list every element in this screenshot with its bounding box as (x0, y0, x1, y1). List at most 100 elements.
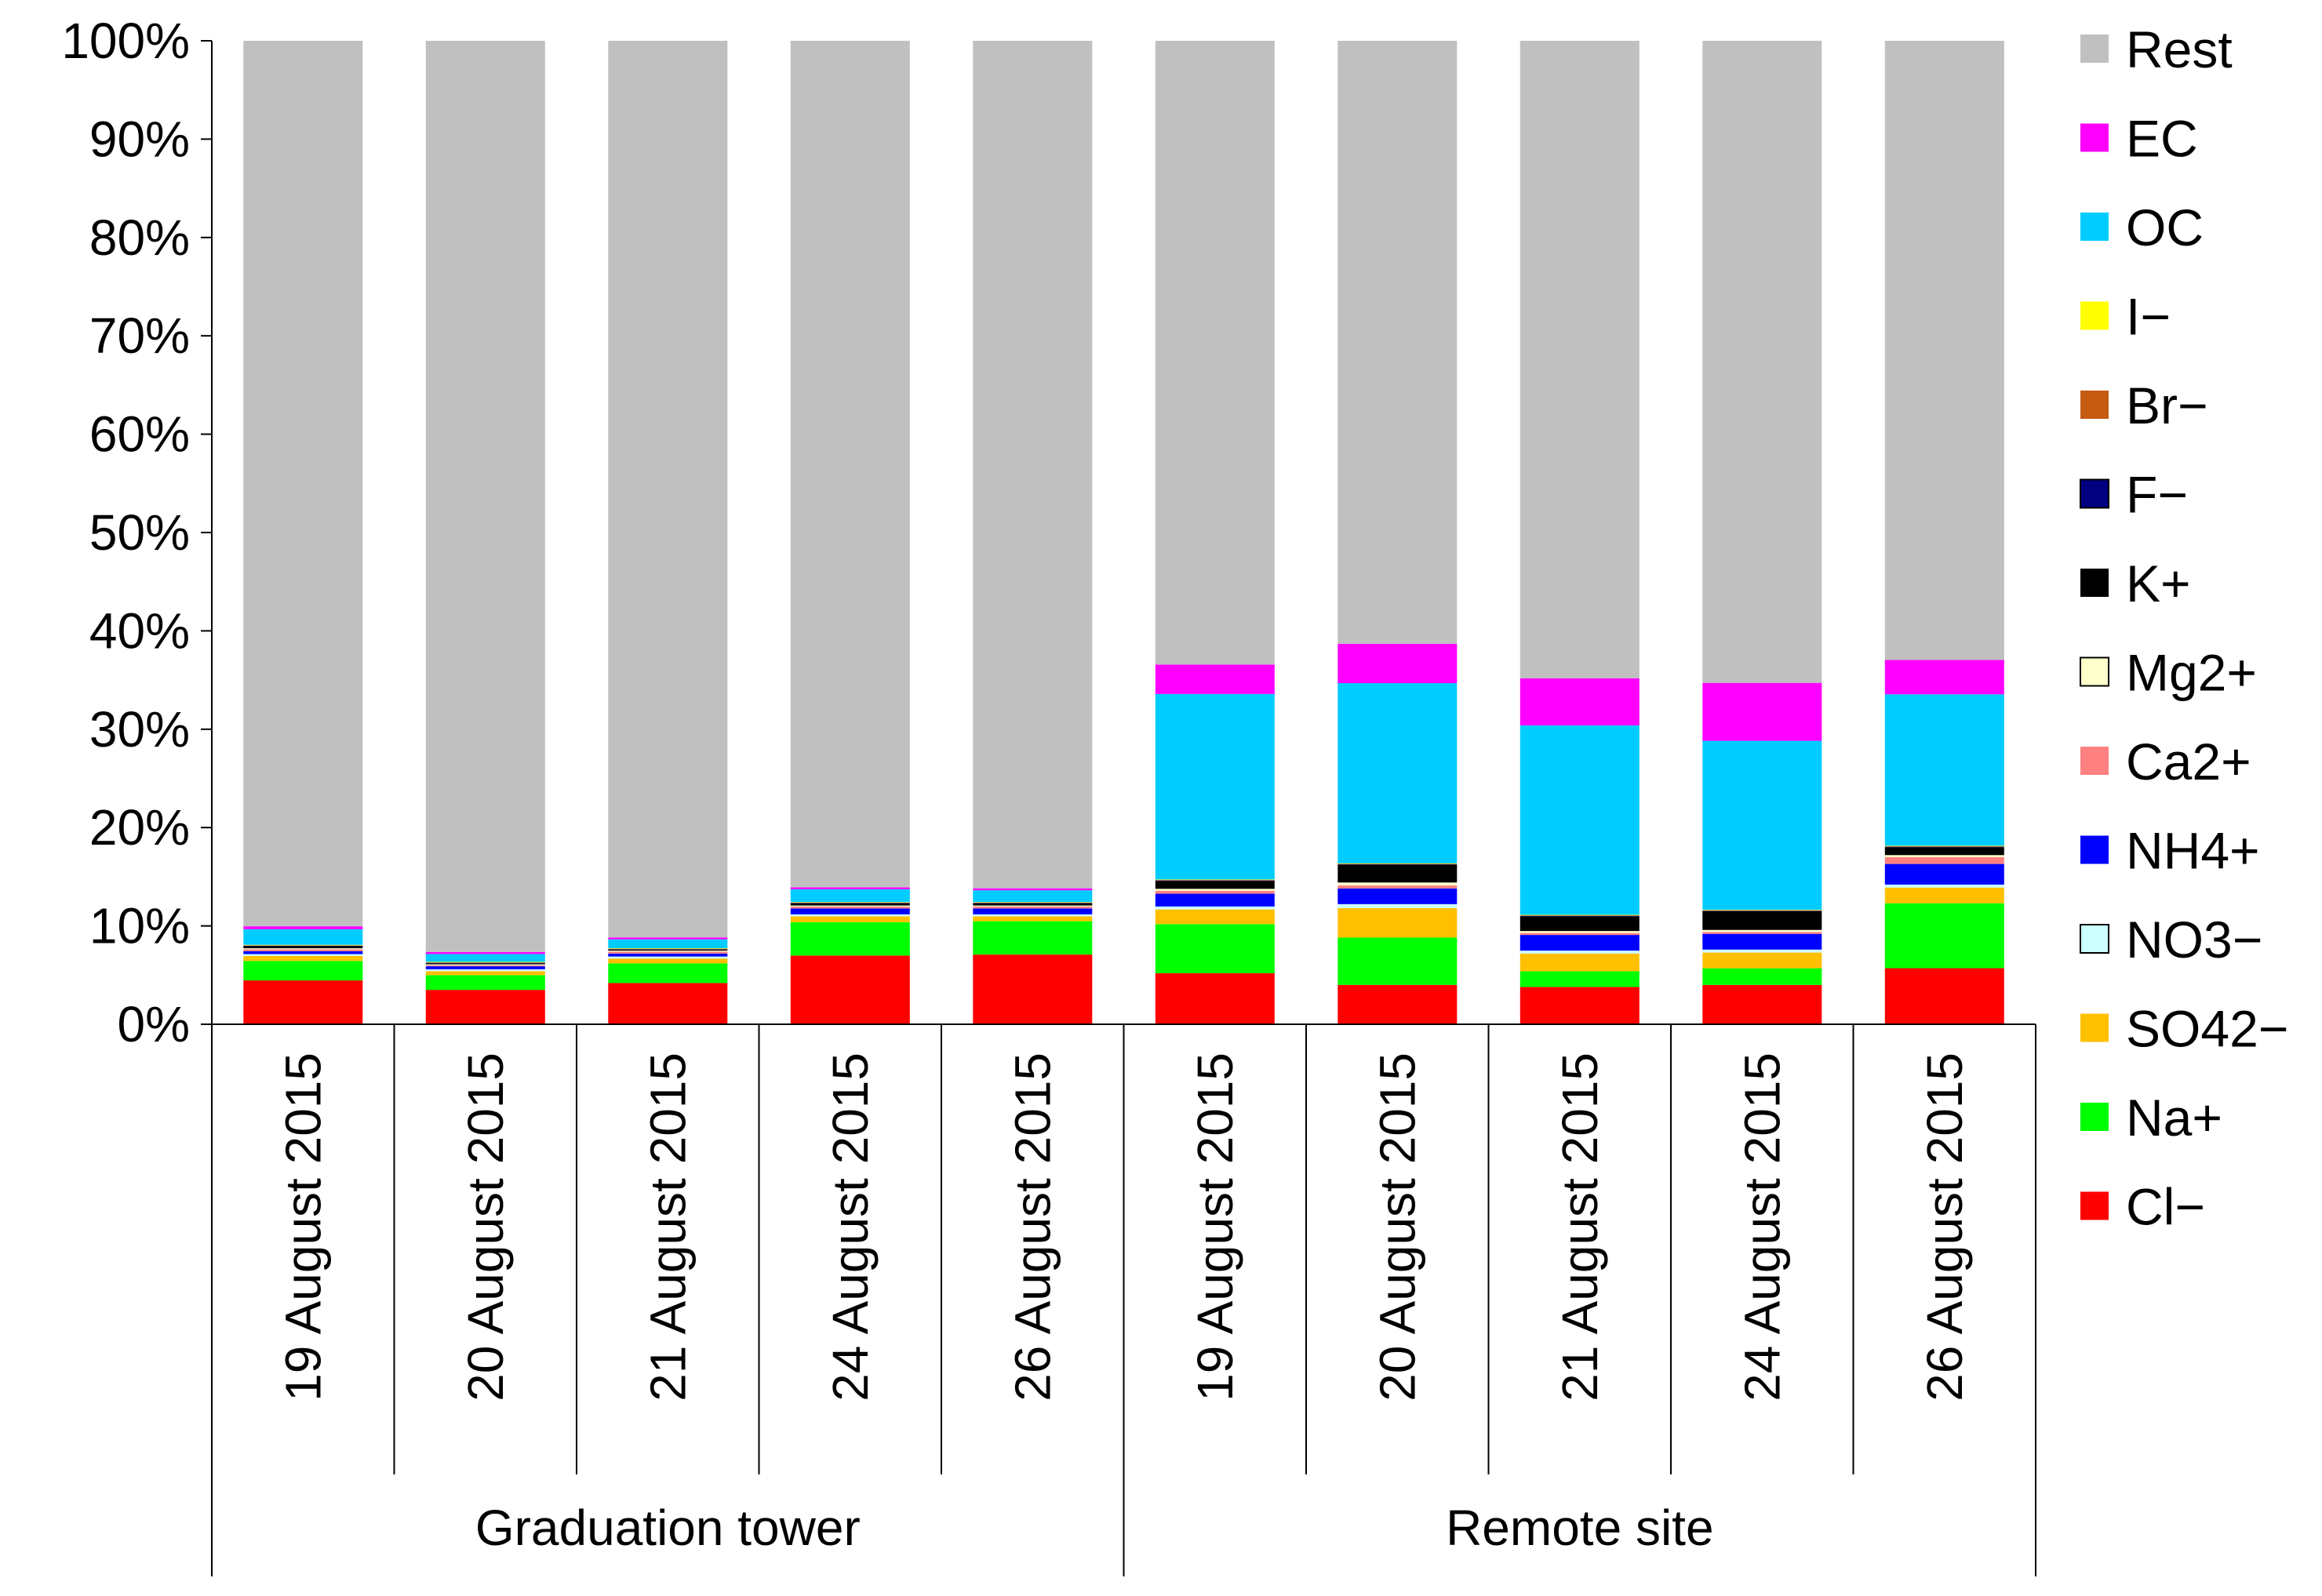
bar-segment-5-8 (1702, 932, 1822, 934)
bar-segment-6-4 (973, 905, 1093, 907)
bar-segment-8-6 (1338, 864, 1458, 865)
bar-segment-5-4 (973, 906, 1093, 909)
bar-segment-13-7 (1519, 41, 1640, 678)
bar-segment-8-2 (608, 949, 728, 950)
bar-segment-2-6 (1338, 907, 1458, 938)
legend-label: K+ (2126, 554, 2191, 613)
x-category-label: 26 August 2015 (1916, 1052, 1973, 1401)
y-tick-label: 90% (89, 111, 190, 167)
bar-segment-11-3 (790, 889, 910, 903)
legend: Rest EC OC I− Br− F− K+ Mg2+ Ca2+ NH4+ NO3− SO42− Na… (2080, 20, 2288, 1236)
bar-segment-9-6 (1338, 863, 1458, 865)
y-tick-label: 10% (89, 898, 190, 954)
bar-segment-6-7 (1519, 931, 1640, 933)
y-tick-label: 80% (89, 209, 190, 266)
bar-segment-2-7 (1519, 953, 1640, 972)
bar-segment-7-4 (973, 903, 1093, 906)
bar-segment-7-7 (1519, 916, 1640, 932)
legend-label: F− (2126, 466, 2188, 524)
bar-segment-12-1 (425, 951, 545, 954)
bar-segment-3-4 (973, 914, 1093, 917)
bar-segment-6-6 (1338, 882, 1458, 886)
bar-segment-0-5 (1155, 973, 1275, 1024)
bar-segment-13-0 (243, 41, 363, 927)
bar-segment-11-7 (1519, 725, 1640, 915)
legend-swatch (2080, 1191, 2109, 1220)
bar-segment-9-7 (1519, 915, 1640, 916)
bar-segment-8-7 (1519, 915, 1640, 917)
bar-segment-10-5 (1155, 879, 1275, 881)
bar-segment-11-6 (1338, 683, 1458, 863)
bar-segment-7-9 (1884, 847, 2004, 856)
bar-segment-12-6 (1338, 643, 1458, 684)
bar-segment-6-8 (1702, 929, 1822, 933)
bar-segment-3-9 (1884, 884, 2004, 888)
bars-layer (243, 41, 2004, 1024)
bar-segment-2-5 (1155, 909, 1275, 925)
bar-segment-11-9 (1884, 694, 2004, 846)
bar-segment-13-3 (790, 41, 910, 888)
y-tick-label: 70% (89, 307, 190, 364)
legend-swatch (2080, 569, 2109, 597)
bar-segment-7-2 (608, 949, 728, 951)
legend-swatch (2080, 123, 2109, 152)
bar-segment-7-1 (425, 963, 545, 965)
bar-segment-0-3 (790, 955, 910, 1024)
axes-layer (201, 40, 2036, 1576)
legend-label: Cl− (2126, 1178, 2205, 1236)
legend-swatch (2080, 835, 2109, 864)
y-tick-labels: 0% 10% 20% 30% 40% 50% 60% 70% 80% 90% 100% (61, 13, 190, 1052)
bar-segment-9-9 (1884, 846, 2004, 847)
bar-segment-7-6 (1338, 864, 1458, 883)
bar-segment-10-3 (790, 902, 910, 903)
bar-segment-5-7 (1519, 933, 1640, 936)
bar-segment-11-5 (1155, 693, 1275, 880)
legend-label: Na+ (2126, 1089, 2222, 1147)
bar-segment-8-5 (1155, 880, 1275, 882)
bar-segment-5-0 (243, 949, 363, 951)
bar-segment-0-1 (425, 990, 545, 1024)
bar-segment-5-3 (790, 906, 910, 909)
bar-segment-12-3 (790, 887, 910, 889)
bar-segment-3-1 (425, 969, 545, 972)
legend-swatch (2080, 1103, 2109, 1131)
bar-segment-4-3 (790, 908, 910, 914)
bar-segment-11-8 (1702, 740, 1822, 911)
bar-segment-12-9 (1884, 660, 2004, 695)
x-group-label: Graduation tower (475, 1500, 861, 1556)
bar-segment-9-1 (425, 962, 545, 963)
bar-segment-12-2 (608, 937, 728, 940)
x-category-label: 21 August 2015 (639, 1052, 696, 1401)
bar-segment-9-5 (1155, 880, 1275, 881)
bar-segment-11-2 (608, 939, 728, 949)
bar-segment-2-4 (973, 916, 1093, 922)
bar-segment-4-9 (1884, 863, 2004, 885)
bar-segment-5-5 (1155, 890, 1275, 894)
legend-swatch (2080, 391, 2109, 419)
bar-segment-0-9 (1884, 968, 2004, 1024)
bar-segment-9-2 (608, 948, 728, 950)
bar-segment-10-7 (1519, 914, 1640, 916)
legend-label: I− (2126, 288, 2171, 346)
bar-segment-12-0 (243, 926, 363, 929)
bar-segment-3-7 (1519, 951, 1640, 954)
legend-swatch (2080, 924, 2109, 954)
x-group-label: Remote site (1446, 1500, 1713, 1556)
y-tick-label: 60% (89, 406, 190, 463)
x-category-label: 20 August 2015 (457, 1052, 514, 1401)
legend-swatch (2080, 213, 2109, 241)
bar-segment-8-1 (425, 962, 545, 964)
bar-segment-13-8 (1702, 41, 1822, 683)
bar-segment-1-6 (1338, 937, 1458, 985)
legend-swatch (2080, 301, 2109, 330)
bar-segment-13-4 (973, 41, 1093, 889)
y-tick-label: 0% (118, 996, 191, 1052)
bar-segment-1-7 (1519, 971, 1640, 987)
bar-segment-0-7 (1519, 987, 1640, 1024)
y-tick-label: 20% (89, 799, 190, 856)
legend-label: Mg2+ (2126, 644, 2257, 702)
legend-label: OC (2126, 198, 2204, 256)
bar-segment-5-2 (608, 951, 728, 954)
bar-segment-4-2 (608, 953, 728, 957)
bar-segment-10-6 (1338, 863, 1458, 864)
